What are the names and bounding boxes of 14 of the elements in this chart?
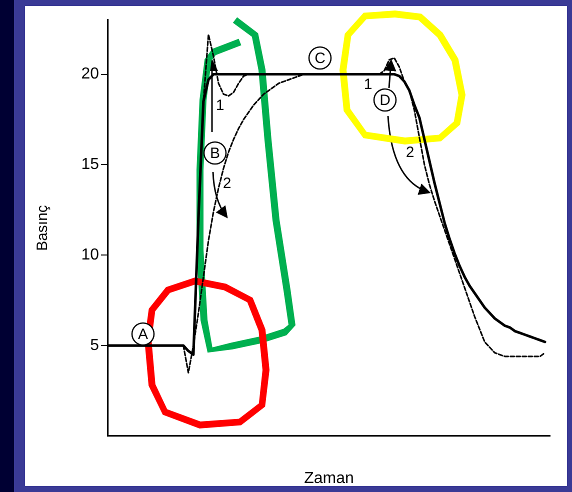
annotation: 1	[364, 76, 372, 94]
y-tick-label: 15	[81, 156, 100, 174]
annotation: D	[380, 92, 391, 110]
annotation: C	[314, 50, 326, 68]
annotation: 1	[216, 97, 224, 114]
x-axis-title: Zaman	[304, 470, 354, 487]
y-axis-title: Basınç	[34, 204, 52, 251]
y-tick-label: 10	[81, 246, 100, 264]
annotation: A	[138, 326, 148, 344]
annotation: 2	[222, 175, 232, 192]
annotation: 2	[406, 144, 414, 162]
y-tick-label: 20	[81, 66, 100, 83]
annotation: B	[210, 145, 220, 162]
y-tick-label: 5	[90, 336, 100, 354]
